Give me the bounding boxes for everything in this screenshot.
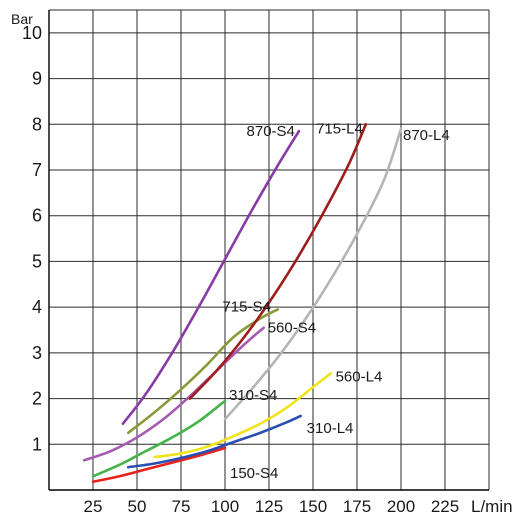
series-labels: 150-S4 310-L4 560-L4 310-S4 560-S4 715-S4 870-… [222,120,449,482]
series-label-870-s4: 870-S4 [247,123,295,140]
series-line-715-l4 [188,122,368,400]
tick-labels: 25 50 75 100 125 150 175 200 225 1 2 3 4 5 6 7 8 9 10 [22,23,459,516]
y-tick-label: 5 [32,251,42,271]
series-line-310-l4 [126,414,302,469]
grid [49,9,490,490]
x-tick-label: 125 [255,497,283,516]
series-lines [82,122,403,484]
x-axis-label: L/min [471,497,513,516]
x-tick-label: 100 [211,497,239,516]
y-tick-label: 8 [32,114,42,134]
x-tick-label: 25 [84,497,103,516]
y-tick-label: 9 [32,69,42,89]
series-line-870-l4 [223,127,403,421]
y-tick-label: 2 [32,389,42,409]
series-label-310-s4: 310-S4 [229,387,277,404]
x-tick-label: 225 [431,497,459,516]
series-line-560-s4 [82,326,266,462]
series-label-870-l4: 870-L4 [403,127,450,144]
series-label-560-l4: 560-L4 [336,368,383,385]
y-tick-label: 10 [22,23,42,43]
axes [48,10,489,491]
x-tick-label: 75 [172,497,191,516]
series-label-150-s4: 150-S4 [230,465,278,482]
x-tick-label: 200 [387,497,415,516]
series-line-560-l4 [153,372,332,459]
series-label-310-l4: 310-L4 [307,420,354,437]
y-axis-label: Bar [11,11,33,27]
x-tick-label: 150 [299,497,327,516]
x-tick-label: 175 [343,497,371,516]
y-tick-label: 6 [32,206,42,226]
series-line-870-s4 [121,129,301,426]
series-label-560-s4: 560-S4 [268,320,316,337]
series-line-715-s4 [126,308,280,435]
x-tick-label: 50 [128,497,147,516]
y-tick-label: 3 [32,343,42,363]
series-label-715-l4: 715-L4 [316,120,363,137]
y-tick-label: 7 [32,160,42,180]
y-tick-label: 4 [32,297,42,317]
series-line-150-s4 [91,446,227,484]
series-line-310-s4 [91,399,227,478]
series-label-715-s4: 715-S4 [222,298,270,315]
y-tick-label: 1 [32,434,42,454]
